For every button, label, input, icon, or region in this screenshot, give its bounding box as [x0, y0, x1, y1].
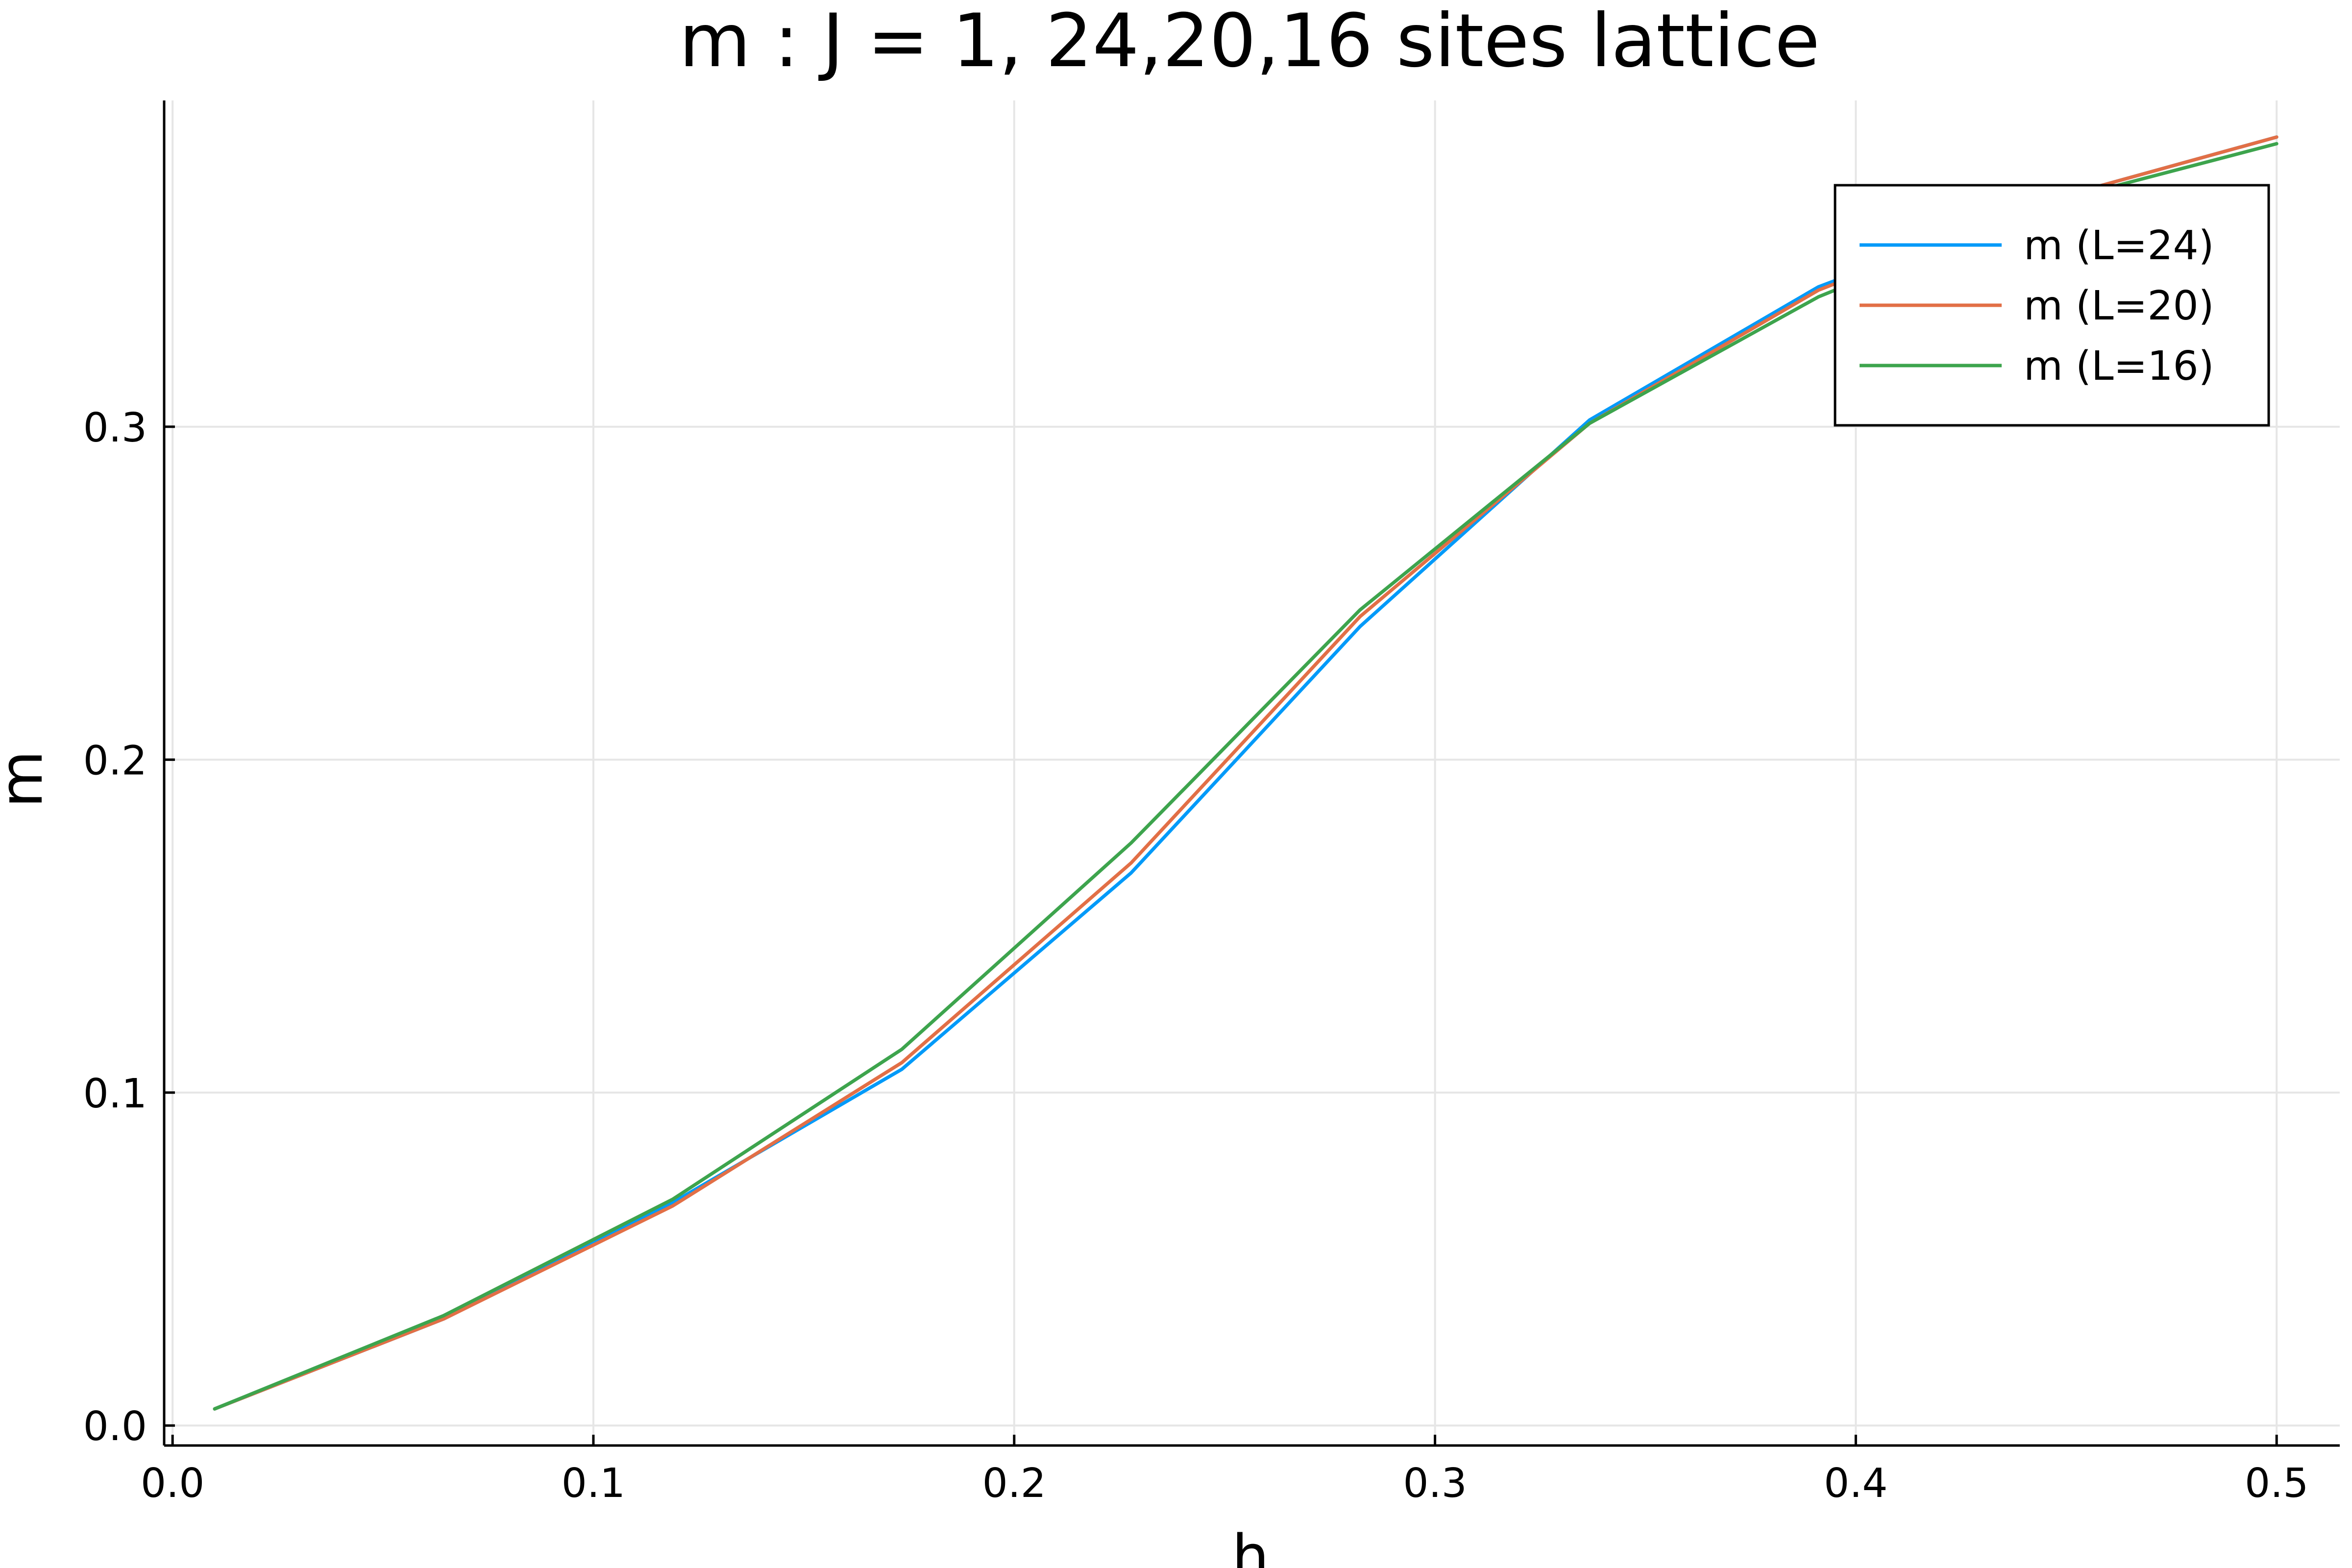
- grid: [164, 100, 2340, 1446]
- legend-label-3: m (L=16): [2024, 343, 2214, 390]
- legend-label-2: m (L=20): [2024, 283, 2214, 329]
- chart-title: m : J = 1, 24,20,16 sites lattice: [679, 0, 1820, 84]
- x-tick-label: 0.1: [562, 1460, 625, 1507]
- y-tick-label: 0.0: [83, 1403, 147, 1450]
- y-tick-label: 0.3: [83, 405, 147, 451]
- y-axis-label: m: [0, 751, 56, 808]
- x-tick-label: 0.5: [2245, 1460, 2308, 1507]
- legend-label-1: m (L=24): [2024, 222, 2214, 269]
- x-tick-label: 0.4: [1824, 1460, 1887, 1507]
- axes: [163, 100, 2340, 1447]
- legend: m (L=24) m (L=20) m (L=16): [1834, 184, 2270, 427]
- y-tick-label: 0.2: [83, 737, 147, 784]
- x-axis-label: h: [1232, 1523, 1269, 1568]
- y-tick-label: 0.1: [83, 1071, 147, 1117]
- x-tick-label: 0.2: [982, 1460, 1046, 1507]
- x-tick-label: 0.0: [141, 1460, 204, 1507]
- x-tick-label: 0.3: [1403, 1460, 1467, 1507]
- tick-labels: 0.0 0.1 0.2 0.3 0.4 0.5 0.0 0.1 0.2 0.3: [83, 405, 2309, 1507]
